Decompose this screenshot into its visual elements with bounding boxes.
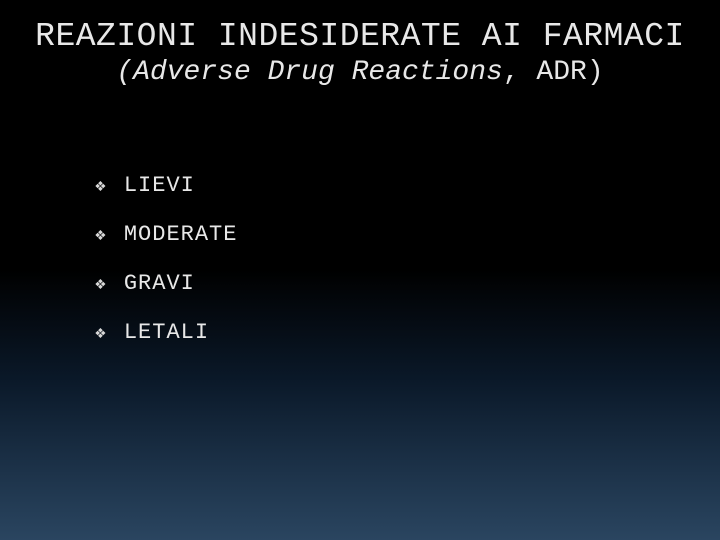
bullet-label: LIEVI xyxy=(124,173,195,198)
subtitle: (Adverse Drug Reactions, ADR) xyxy=(30,57,690,88)
diamond-bullet-icon: ❖ xyxy=(95,273,106,295)
bullet-list: ❖ LIEVI ❖ MODERATE ❖ GRAVI ❖ LETALI xyxy=(0,173,720,345)
main-title: REAZIONI INDESIDERATE AI FARMACI xyxy=(30,18,690,55)
bullet-label: GRAVI xyxy=(124,271,195,296)
subtitle-plain: , ADR) xyxy=(503,57,604,88)
list-item: ❖ LIEVI xyxy=(95,173,720,198)
title-area: REAZIONI INDESIDERATE AI FARMACI (Advers… xyxy=(0,0,720,88)
list-item: ❖ GRAVI xyxy=(95,271,720,296)
diamond-bullet-icon: ❖ xyxy=(95,224,106,246)
bullet-label: LETALI xyxy=(124,320,209,345)
diamond-bullet-icon: ❖ xyxy=(95,175,106,197)
list-item: ❖ MODERATE xyxy=(95,222,720,247)
list-item: ❖ LETALI xyxy=(95,320,720,345)
bullet-label: MODERATE xyxy=(124,222,238,247)
subtitle-italic: (Adverse Drug Reactions xyxy=(116,57,502,88)
diamond-bullet-icon: ❖ xyxy=(95,322,106,344)
